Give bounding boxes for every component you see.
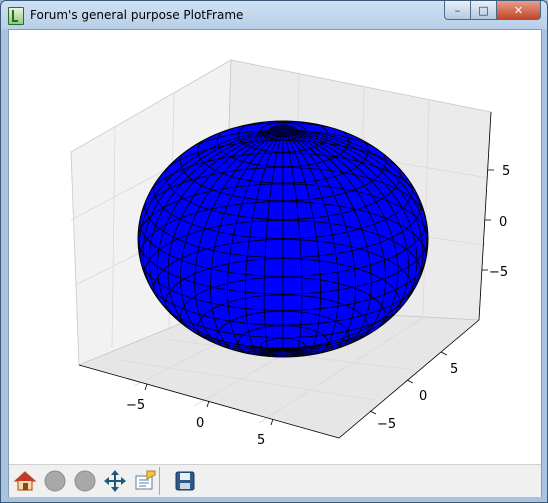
plot-canvas[interactable]: −5 0 5 −5 0 5 5 0 −5 [9,30,541,464]
navigation-toolbar [9,464,541,497]
z-tick-label: −5 [489,265,508,280]
title-bar[interactable]: Forum's general purpose PlotFrame – □ ✕ [1,1,547,29]
pan-icon [104,470,126,492]
save-button[interactable] [171,467,199,495]
home-button[interactable] [11,467,39,495]
pan-button[interactable] [101,467,129,495]
z-tick-label: 5 [502,164,510,179]
x-tick-label: 5 [257,433,265,448]
maximize-button[interactable]: □ [471,1,497,20]
back-icon [44,470,66,492]
configure-subplots-button[interactable] [131,467,160,495]
save-icon [175,471,195,491]
window-title: Forum's general purpose PlotFrame [30,8,244,22]
x-tick-label: 0 [196,416,204,431]
y-tick-label: 0 [419,389,427,404]
subplot-config-icon [135,470,156,490]
close-button[interactable]: ✕ [497,1,541,20]
z-tick-label: 0 [499,215,507,230]
tick-labels: −5 0 5 −5 0 5 5 0 −5 [126,164,510,448]
plot-frame: −5 0 5 −5 0 5 5 0 −5 [8,29,542,497]
y-tick-label: −5 [377,417,396,432]
home-icon [13,471,37,491]
y-tick-label: 5 [450,362,458,377]
app-icon [8,7,24,25]
forward-button[interactable] [71,467,99,495]
back-button[interactable] [41,467,69,495]
tick-marks [144,169,494,426]
x-tick-label: −5 [126,398,145,413]
minimize-button[interactable]: – [444,1,471,20]
ellipsoid-surface [137,120,429,358]
forward-icon [74,470,96,492]
